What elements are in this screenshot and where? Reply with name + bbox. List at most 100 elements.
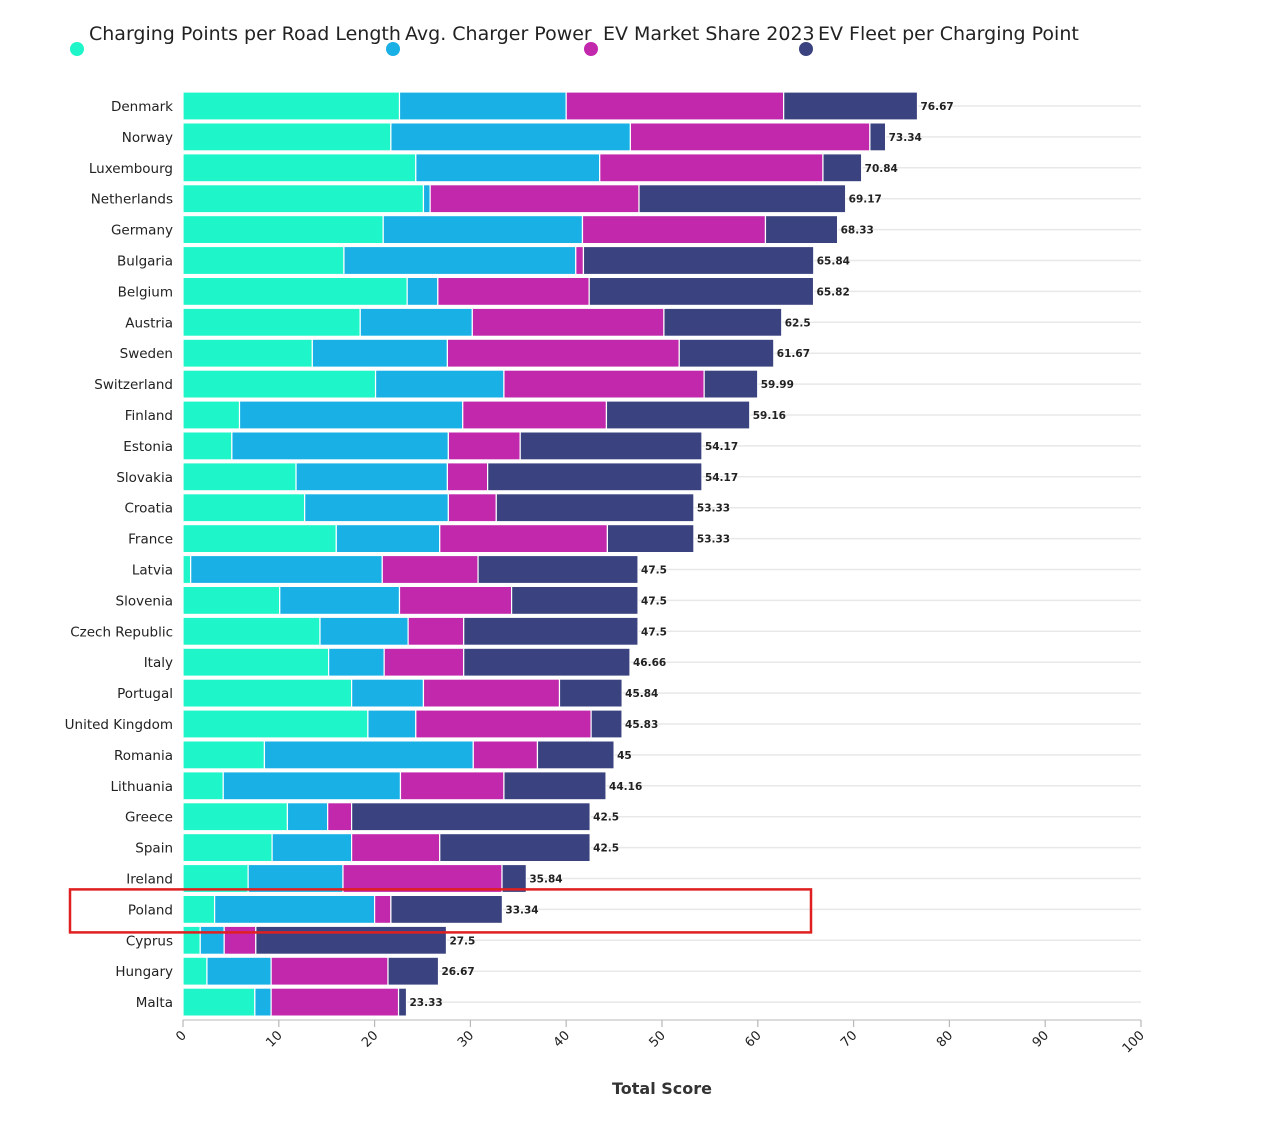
total-label-malta: 23.33 (410, 997, 443, 1009)
bar-segment-bulgaria-ev-market-share-2023 (575, 245, 585, 276)
category-label-greece: Greece (125, 810, 173, 826)
bar-segment-lithuania-charging-points-per-road-length (182, 771, 224, 801)
bar-segment-croatia-charging-points-per-road-length (182, 493, 306, 523)
total-label-hungary: 26.67 (441, 966, 474, 978)
bar-segment-croatia-ev-market-share-2023 (447, 493, 497, 523)
x-tick-label-50: 50 (647, 1028, 669, 1050)
legend-label-ev-market-share-2023: EV Market Share 2023 (603, 23, 815, 45)
bar-segment-italy-ev-fleet-per-charging-point (463, 647, 631, 677)
total-label-denmark: 76.67 (920, 101, 953, 113)
bar-segment-sweden-ev-fleet-per-charging-point (678, 338, 775, 368)
category-label-romania: Romania (114, 748, 173, 764)
category-label-netherlands: Netherlands (91, 192, 173, 208)
bar-segment-finland-avg-charger-power (238, 400, 464, 430)
x-tick-label-0: 0 (173, 1028, 189, 1044)
bar-segment-denmark-charging-points-per-road-length (182, 91, 401, 121)
bar-segment-norway-charging-points-per-road-length (182, 122, 392, 152)
category-label-spain: Spain (135, 841, 173, 857)
category-label-croatia: Croatia (124, 501, 173, 517)
total-label-bulgaria: 65.84 (817, 256, 850, 268)
category-label-czech-republic: Czech Republic (70, 624, 173, 640)
category-label-estonia: Estonia (123, 439, 173, 455)
bar-segment-slovenia-ev-fleet-per-charging-point (510, 585, 639, 616)
bar-segment-france-charging-points-per-road-length (182, 523, 337, 554)
x-axis-title: Total Score (612, 1079, 712, 1098)
total-label-finland: 59.16 (753, 410, 786, 422)
bar-segment-estonia-ev-market-share-2023 (447, 431, 521, 461)
category-label-poland: Poland (128, 902, 173, 918)
bar-segment-finland-charging-points-per-road-length (182, 400, 241, 430)
bar-segment-germany-ev-fleet-per-charging-point (764, 215, 839, 245)
total-label-cyprus: 27.5 (449, 935, 475, 947)
bar-segment-belgium-avg-charger-power (406, 276, 439, 306)
category-label-sweden: Sweden (120, 346, 173, 362)
bar-segment-italy-ev-market-share-2023 (383, 647, 465, 677)
bar-segment-france-ev-market-share-2023 (439, 523, 608, 554)
bar-segment-sweden-avg-charger-power (311, 338, 449, 368)
legend-swatch-avg-charger-power (386, 42, 400, 56)
total-label-austria: 62.5 (785, 317, 811, 329)
bar-segment-united-kingdom-ev-fleet-per-charging-point (590, 709, 623, 739)
x-tick-label-70: 70 (838, 1028, 860, 1050)
bar-segment-greece-ev-fleet-per-charging-point (351, 802, 591, 832)
bar-segment-malta-charging-points-per-road-length (182, 987, 256, 1017)
legend-label-ev-fleet-per-charging-point: EV Fleet per Charging Point (818, 23, 1079, 45)
category-label-united-kingdom: United Kingdom (65, 717, 173, 733)
bar-segment-malta-ev-fleet-per-charging-point (397, 987, 408, 1017)
category-label-norway: Norway (122, 130, 173, 146)
bar-segment-austria-ev-market-share-2023 (471, 307, 665, 337)
bar-segment-portugal-avg-charger-power (351, 678, 425, 708)
bar-segment-united-kingdom-avg-charger-power (367, 709, 417, 739)
category-label-austria: Austria (125, 315, 173, 331)
bar-segment-estonia-charging-points-per-road-length (182, 431, 233, 461)
total-label-switzerland: 59.99 (761, 379, 794, 391)
bar-segment-greece-charging-points-per-road-length (182, 802, 289, 832)
bar-segment-united-kingdom-charging-points-per-road-length (182, 709, 369, 739)
bar-segment-czech-republic-avg-charger-power (319, 616, 409, 646)
bar-segment-malta-ev-market-share-2023 (270, 987, 400, 1017)
bar-segment-finland-ev-fleet-per-charging-point (605, 400, 751, 430)
category-label-hungary: Hungary (115, 964, 173, 980)
total-label-sweden: 61.67 (777, 348, 810, 360)
bar-segment-sweden-ev-market-share-2023 (446, 338, 680, 368)
bar-segment-ireland-ev-fleet-per-charging-point (501, 863, 527, 894)
bar-segment-france-avg-charger-power (335, 523, 441, 554)
category-label-lithuania: Lithuania (110, 779, 173, 795)
total-label-france: 53.33 (697, 534, 730, 546)
bar-segment-estonia-avg-charger-power (231, 431, 449, 461)
bar-segment-lithuania-ev-fleet-per-charging-point (503, 771, 607, 801)
bar-segment-switzerland-charging-points-per-road-length (182, 369, 377, 399)
bar-segment-slovenia-charging-points-per-road-length (182, 585, 281, 616)
total-label-estonia: 54.17 (705, 441, 738, 453)
total-label-united-kingdom: 45.83 (625, 719, 658, 731)
category-label-slovakia: Slovakia (116, 470, 173, 486)
bar-segment-norway-ev-fleet-per-charging-point (869, 122, 887, 152)
bar-segment-czech-republic-charging-points-per-road-length (182, 616, 321, 646)
bar-segment-cyprus-charging-points-per-road-length (182, 925, 201, 955)
bar-segment-romania-avg-charger-power (263, 740, 474, 770)
bar-segment-croatia-ev-fleet-per-charging-point (495, 493, 695, 523)
category-label-malta: Malta (136, 995, 173, 1011)
bar-segment-slovakia-ev-fleet-per-charging-point (487, 462, 703, 492)
bar-segment-germany-charging-points-per-road-length (182, 215, 384, 245)
bar-segment-ireland-ev-market-share-2023 (342, 863, 503, 894)
bar-segment-italy-avg-charger-power (328, 647, 385, 677)
category-label-switzerland: Switzerland (94, 377, 173, 393)
total-label-belgium: 65.82 (817, 286, 850, 298)
legend-label-charging-points-per-road-length: Charging Points per Road Length (89, 23, 401, 45)
bar-segment-greece-ev-market-share-2023 (327, 802, 353, 832)
x-tick-label-80: 80 (934, 1028, 956, 1050)
bar-segment-poland-charging-points-per-road-length (182, 894, 216, 925)
total-label-netherlands: 69.17 (849, 194, 882, 206)
total-label-romania: 45 (617, 750, 632, 762)
category-label-latvia: Latvia (132, 563, 173, 579)
bar-segment-france-ev-fleet-per-charging-point (606, 523, 695, 554)
bar-segment-slovenia-avg-charger-power (279, 585, 401, 616)
bar-segment-portugal-charging-points-per-road-length (182, 678, 353, 708)
category-label-portugal: Portugal (117, 686, 173, 702)
bar-segment-spain-ev-fleet-per-charging-point (439, 832, 591, 863)
legend-swatch-charging-points-per-road-length (70, 42, 84, 56)
category-label-denmark: Denmark (111, 99, 173, 115)
total-label-germany: 68.33 (841, 225, 874, 237)
x-tick-label-40: 40 (551, 1028, 573, 1050)
